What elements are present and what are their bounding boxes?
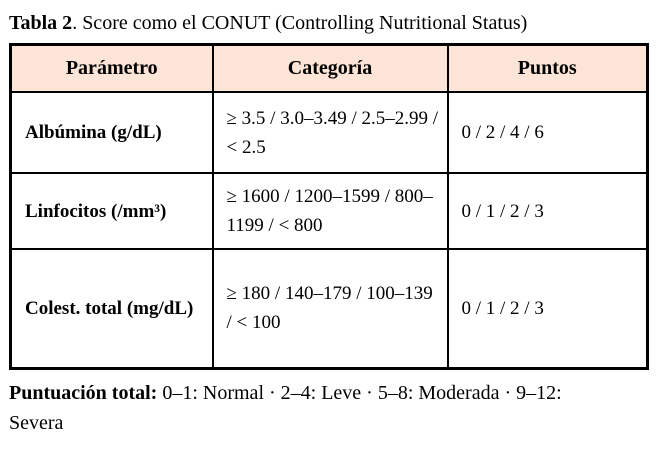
cell-parametro: Albúmina (g/dL) <box>9 91 214 174</box>
score-legend: Puntuación total: 0–1: Normal · 2–4: Lev… <box>9 378 614 438</box>
header-row: Parámetro Categoría Puntos <box>9 43 649 93</box>
cell-puntos: 0 / 1 / 2 / 3 <box>446 248 649 369</box>
cell-categoria: ≥ 3.5 / 3.0–3.49 / 2.5–2.99 / < 2.5 <box>211 91 449 174</box>
column-header-puntos: Puntos <box>446 43 649 93</box>
cell-puntos: 0 / 1 / 2 / 3 <box>446 172 649 250</box>
cell-categoria: ≥ 1600 / 1200–1599 / 800–1199 / < 800 <box>211 172 449 250</box>
page: Tabla 2. Score como el CONUT (Controllin… <box>9 10 665 438</box>
table-row-linfocitos: Linfocitos (/mm³) ≥ 1600 / 1200–1599 / 8… <box>9 172 649 250</box>
score-legend-label: Puntuación total: <box>9 381 158 404</box>
caption-text: . Score como el CONUT (Controlling Nutri… <box>72 12 528 34</box>
cell-parametro: Colest. total (mg/dL) <box>9 248 214 369</box>
table-row-albumina: Albúmina (g/dL) ≥ 3.5 / 3.0–3.49 / 2.5–2… <box>9 91 649 174</box>
cell-parametro: Linfocitos (/mm³) <box>9 172 214 250</box>
table-caption: Tabla 2. Score como el CONUT (Controllin… <box>9 10 665 36</box>
table-row-colesterol: Colest. total (mg/dL) ≥ 180 / 140–179 / … <box>9 248 649 369</box>
column-header-categoria: Categoría <box>211 43 449 93</box>
score-legend-text: 0–1: Normal · 2–4: Leve · 5–8: Moderada … <box>9 381 562 434</box>
conut-score-table: Parámetro Categoría Puntos Albúmina (g/d… <box>9 43 649 370</box>
cell-categoria: ≥ 180 / 140–179 / 100–139 / < 100 <box>211 248 449 369</box>
caption-label: Tabla 2 <box>9 12 73 34</box>
cell-puntos: 0 / 2 / 4 / 6 <box>446 91 649 174</box>
column-header-parametro: Parámetro <box>9 43 214 93</box>
